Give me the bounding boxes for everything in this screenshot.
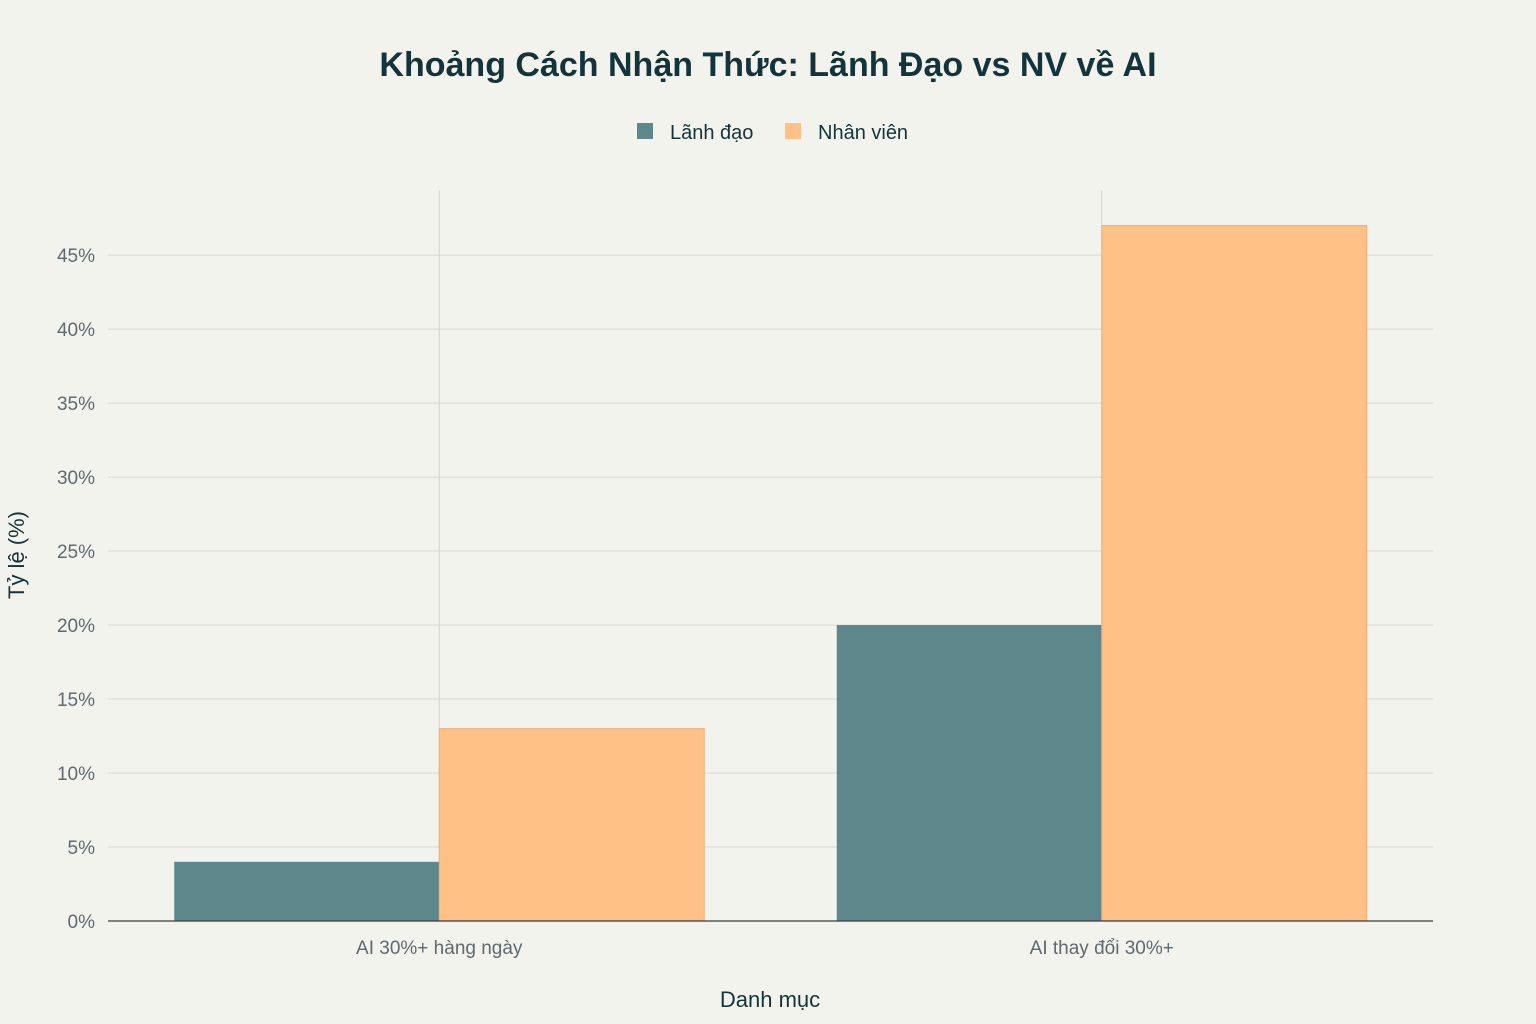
- y-tick-label: 25%: [57, 542, 95, 563]
- x-tick-label: AI thay đổi 30%+: [1030, 938, 1174, 959]
- y-axis-ticks: 0% 5% 10% 15% 20% 25% 30% 35% 40% 45%: [57, 246, 95, 933]
- bars: [174, 225, 1368, 922]
- legend-label-lanh-dao: Lãnh đạo: [670, 122, 753, 144]
- legend-label-nhan-vien: Nhân viên: [818, 122, 908, 144]
- bar-lanh-dao: [174, 861, 440, 921]
- y-tick-label: 5%: [68, 838, 96, 859]
- chart-title: Khoảng Cách Nhận Thức: Lãnh Đạo vs NV về…: [379, 46, 1156, 84]
- y-axis-title: Tỷ lệ (%): [4, 511, 29, 599]
- legend-swatch-lanh-dao: [637, 123, 653, 139]
- y-tick-label: 20%: [57, 616, 95, 637]
- y-tick-label: 45%: [57, 246, 95, 267]
- y-tick-label: 15%: [57, 690, 95, 711]
- bar-lanh-dao: [836, 625, 1102, 921]
- x-axis-title: Danh mục: [720, 987, 820, 1012]
- x-axis-ticks: AI 30%+ hàng ngày AI thay đổi 30%+: [356, 938, 1174, 959]
- legend-swatch-nhan-vien: [785, 123, 801, 139]
- legend: Lãnh đạo Nhân viên: [637, 122, 908, 144]
- y-tick-label: 0%: [68, 912, 96, 933]
- y-tick-label: 30%: [57, 468, 95, 489]
- x-tick-label: AI 30%+ hàng ngày: [356, 938, 523, 959]
- bar-nhan-vien: [1101, 225, 1368, 922]
- y-tick-label: 40%: [57, 320, 95, 341]
- bar-nhan-vien: [438, 728, 705, 922]
- y-tick-label: 35%: [57, 394, 95, 415]
- y-tick-label: 10%: [57, 764, 95, 785]
